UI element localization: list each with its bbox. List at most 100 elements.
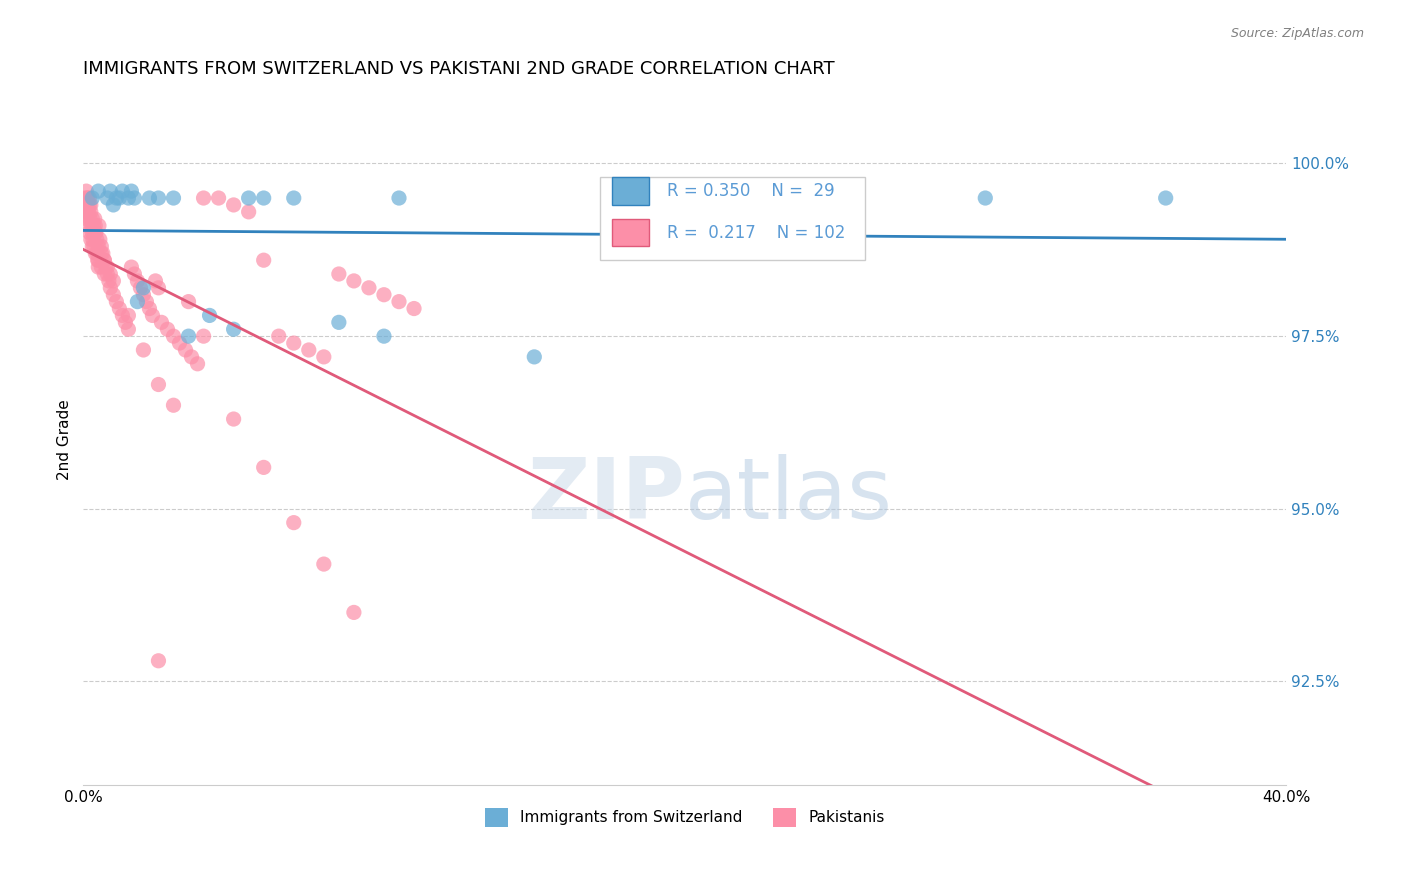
Pakistanis: [80, 219, 103, 233]
Immigrants from Switzerland: [177, 329, 200, 343]
Pakistanis: [193, 191, 215, 205]
Pakistanis: [117, 322, 139, 336]
Immigrants from Switzerland: [132, 281, 155, 295]
Pakistanis: [162, 329, 184, 343]
Immigrants from Switzerland: [105, 191, 128, 205]
Pakistanis: [222, 198, 245, 212]
Pakistanis: [267, 329, 290, 343]
Pakistanis: [80, 198, 103, 212]
Pakistanis: [75, 204, 97, 219]
Pakistanis: [75, 198, 97, 212]
Pakistanis: [138, 301, 160, 316]
Pakistanis: [98, 267, 121, 281]
Pakistanis: [174, 343, 197, 357]
Pakistanis: [86, 246, 108, 260]
Immigrants from Switzerland: [523, 350, 546, 364]
Pakistanis: [73, 204, 96, 219]
Pakistanis: [103, 274, 125, 288]
Immigrants from Switzerland: [162, 191, 184, 205]
Pakistanis: [111, 309, 134, 323]
Pakistanis: [388, 294, 411, 309]
Pakistanis: [93, 267, 115, 281]
Pakistanis: [77, 204, 100, 219]
Pakistanis: [75, 211, 97, 226]
Pakistanis: [96, 260, 118, 274]
Pakistanis: [135, 294, 157, 309]
FancyBboxPatch shape: [600, 178, 865, 260]
Text: ZIP: ZIP: [527, 453, 685, 536]
Immigrants from Switzerland: [103, 198, 125, 212]
Pakistanis: [87, 260, 110, 274]
Pakistanis: [79, 226, 101, 240]
Pakistanis: [253, 253, 276, 268]
Pakistanis: [114, 315, 136, 329]
Pakistanis: [82, 239, 104, 253]
Pakistanis: [87, 239, 110, 253]
Pakistanis: [83, 211, 105, 226]
Pakistanis: [373, 287, 395, 301]
Pakistanis: [82, 232, 104, 246]
Pakistanis: [283, 336, 305, 351]
Pakistanis: [83, 239, 105, 253]
Immigrants from Switzerland: [1154, 191, 1177, 205]
Pakistanis: [357, 281, 380, 295]
Pakistanis: [79, 198, 101, 212]
Pakistanis: [117, 309, 139, 323]
Pakistanis: [82, 226, 104, 240]
Pakistanis: [193, 329, 215, 343]
Pakistanis: [87, 253, 110, 268]
Pakistanis: [162, 398, 184, 412]
Immigrants from Switzerland: [238, 191, 260, 205]
Pakistanis: [238, 204, 260, 219]
Y-axis label: 2nd Grade: 2nd Grade: [58, 400, 72, 480]
Pakistanis: [145, 274, 167, 288]
Pakistanis: [83, 219, 105, 233]
Text: R = 0.350    N =  29: R = 0.350 N = 29: [666, 182, 834, 200]
Pakistanis: [76, 198, 98, 212]
Immigrants from Switzerland: [117, 191, 139, 205]
Immigrants from Switzerland: [82, 191, 104, 205]
Pakistanis: [80, 204, 103, 219]
Pakistanis: [96, 267, 118, 281]
Legend: Immigrants from Switzerland, Pakistanis: Immigrants from Switzerland, Pakistanis: [478, 802, 890, 833]
Pakistanis: [283, 516, 305, 530]
Immigrants from Switzerland: [734, 191, 756, 205]
Pakistanis: [84, 226, 107, 240]
Pakistanis: [90, 239, 112, 253]
Immigrants from Switzerland: [328, 315, 350, 329]
Immigrants from Switzerland: [124, 191, 146, 205]
Immigrants from Switzerland: [388, 191, 411, 205]
Immigrants from Switzerland: [127, 294, 149, 309]
Pakistanis: [177, 294, 200, 309]
Pakistanis: [148, 377, 170, 392]
Pakistanis: [97, 274, 120, 288]
Text: R =  0.217    N = 102: R = 0.217 N = 102: [666, 224, 845, 242]
Immigrants from Switzerland: [148, 191, 170, 205]
Pakistanis: [94, 260, 117, 274]
Immigrants from Switzerland: [87, 184, 110, 198]
Pakistanis: [148, 654, 170, 668]
Pakistanis: [312, 557, 335, 571]
Pakistanis: [180, 350, 202, 364]
Immigrants from Switzerland: [253, 191, 276, 205]
Pakistanis: [105, 294, 128, 309]
Pakistanis: [86, 232, 108, 246]
Pakistanis: [141, 309, 163, 323]
Pakistanis: [91, 246, 114, 260]
Immigrants from Switzerland: [111, 184, 134, 198]
Immigrants from Switzerland: [138, 191, 160, 205]
Pakistanis: [79, 211, 101, 226]
Pakistanis: [402, 301, 425, 316]
Pakistanis: [90, 260, 112, 274]
Pakistanis: [328, 267, 350, 281]
Text: Source: ZipAtlas.com: Source: ZipAtlas.com: [1230, 27, 1364, 40]
Text: IMMIGRANTS FROM SWITZERLAND VS PAKISTANI 2ND GRADE CORRELATION CHART: IMMIGRANTS FROM SWITZERLAND VS PAKISTANI…: [83, 60, 835, 78]
Immigrants from Switzerland: [373, 329, 395, 343]
Pakistanis: [129, 281, 152, 295]
Pakistanis: [312, 350, 335, 364]
Pakistanis: [75, 184, 97, 198]
Pakistanis: [132, 287, 155, 301]
Immigrants from Switzerland: [108, 191, 131, 205]
Pakistanis: [108, 301, 131, 316]
Immigrants from Switzerland: [98, 184, 121, 198]
